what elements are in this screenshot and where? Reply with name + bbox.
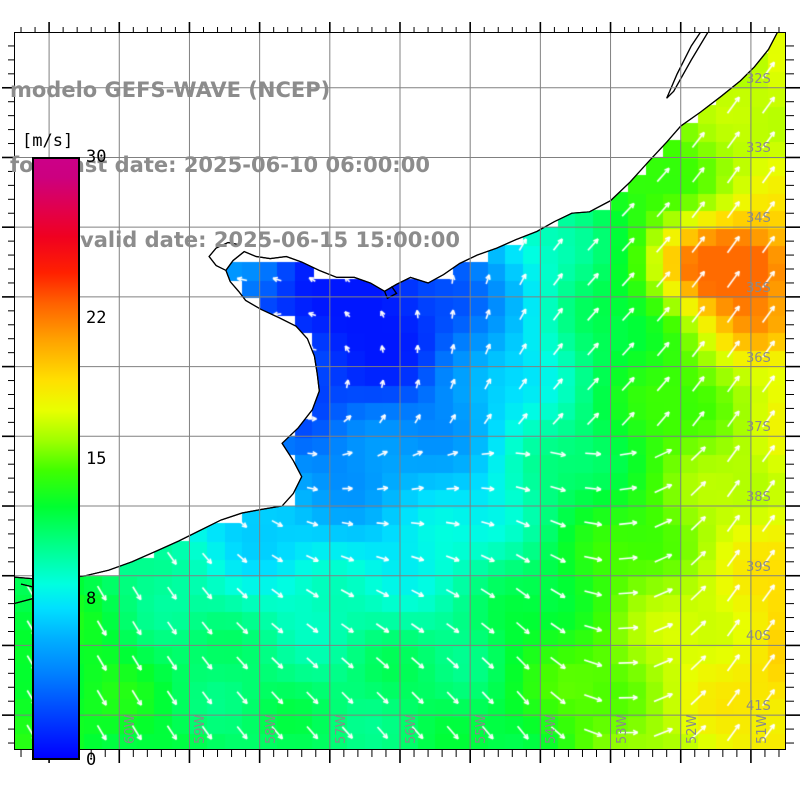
lon-tick-label: 52W bbox=[684, 714, 700, 744]
colorbar bbox=[32, 157, 80, 760]
colorbar-tick-30: 30 bbox=[86, 147, 107, 167]
lon-tick-label: 55W bbox=[474, 714, 490, 744]
lat-tick-label: 40S bbox=[746, 629, 771, 645]
lat-tick-label: 41S bbox=[746, 699, 771, 715]
lon-tick-label: 60W bbox=[123, 714, 139, 744]
lon-tick-label: 56W bbox=[404, 714, 419, 744]
lon-tick-label: 57W bbox=[333, 714, 349, 744]
right-axis-ticks bbox=[786, 45, 800, 744]
lon-tick-label: 59W bbox=[193, 714, 209, 744]
lat-tick-label: 32S bbox=[746, 71, 771, 87]
lat-tick-label: 33S bbox=[746, 141, 771, 157]
coastline-overlay bbox=[14, 32, 779, 605]
lat-tick-label: 36S bbox=[746, 350, 771, 366]
colorbar-unit-label: [m/s] bbox=[22, 131, 74, 151]
lon-tick-label: 58W bbox=[263, 714, 279, 744]
lat-tick-label: 38S bbox=[746, 490, 771, 506]
map-plot-area[interactable] bbox=[14, 32, 786, 750]
colorbar-gradient bbox=[32, 157, 80, 760]
lon-tick-label: 53W bbox=[614, 714, 630, 744]
lat-tick-label: 34S bbox=[746, 211, 771, 227]
lon-tick-label: 54W bbox=[544, 714, 560, 744]
colorbar-tick-8: 8 bbox=[86, 589, 97, 610]
colorbar-tick-22: 22 bbox=[86, 307, 107, 328]
lat-tick-label: 35S bbox=[746, 280, 771, 296]
lon-tick-label: 51W bbox=[754, 714, 770, 744]
colorbar-tick-0: 0 bbox=[86, 750, 97, 770]
lat-tick-label: 39S bbox=[746, 559, 771, 575]
lat-tick-label: 37S bbox=[746, 420, 771, 436]
bottom-axis-ticks bbox=[20, 750, 780, 763]
colorbar-tick-15: 15 bbox=[86, 448, 107, 469]
